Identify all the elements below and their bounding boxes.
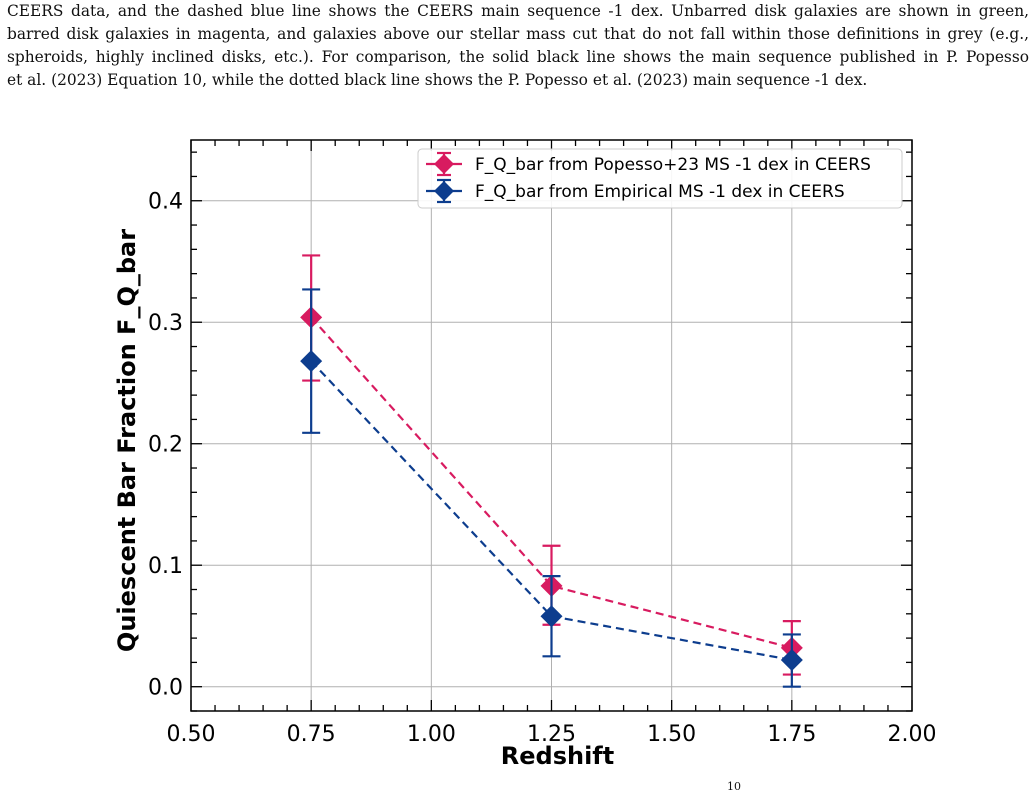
x-tick-label: 2.00 bbox=[888, 722, 937, 747]
data-point-diamond bbox=[780, 648, 803, 671]
y-tick-label: 0.3 bbox=[148, 311, 183, 336]
x-tick-label: 1.00 bbox=[407, 722, 456, 747]
caption-line-3: spheroids, highly inclined disks, etc.).… bbox=[7, 48, 1029, 66]
legend-label: F_Q_bar from Popesso+23 MS -1 dex in CEE… bbox=[475, 155, 871, 175]
legend-marker bbox=[434, 181, 454, 201]
caption-line-4: et al. (2023) Equation 10, while the dot… bbox=[7, 71, 868, 89]
y-tick-label: 0.4 bbox=[148, 190, 183, 215]
x-tick-label: 1.75 bbox=[767, 722, 816, 747]
figure-caption: CEERS data, and the dashed blue line sho… bbox=[7, 0, 1029, 92]
x-axis-label: Redshift bbox=[501, 742, 614, 770]
y-tick-label: 0.2 bbox=[148, 433, 183, 458]
y-tick-label: 0.1 bbox=[148, 554, 183, 579]
data-point-diamond bbox=[300, 350, 323, 373]
y-tick-label: 0.0 bbox=[148, 676, 183, 701]
series-line bbox=[310, 316, 793, 649]
series-2 bbox=[300, 288, 803, 688]
axis-ticks bbox=[190, 140, 913, 712]
y-axis-label: Quiescent Bar Fraction F_Q_bar bbox=[113, 229, 141, 652]
x-tick-label: 1.25 bbox=[527, 722, 576, 747]
legend: F_Q_bar from Popesso+23 MS -1 dex in CEE… bbox=[417, 148, 903, 209]
legend-entry: F_Q_bar from Empirical MS -1 dex in CEER… bbox=[426, 178, 845, 204]
legend-marker bbox=[434, 154, 454, 174]
x-tick-label: 0.75 bbox=[287, 722, 336, 747]
data-point-diamond bbox=[540, 605, 563, 628]
x-tick-label: 1.50 bbox=[647, 722, 696, 747]
legend-entry: F_Q_bar from Popesso+23 MS -1 dex in CEE… bbox=[426, 151, 871, 177]
legend-box bbox=[417, 148, 903, 209]
caption-line-1: CEERS data, and the dashed blue line sho… bbox=[7, 2, 1029, 20]
page-fragment-text: 10 bbox=[727, 780, 741, 793]
legend-label: F_Q_bar from Empirical MS -1 dex in CEER… bbox=[475, 182, 845, 202]
caption-line-2: barred disk galaxies in magenta, and gal… bbox=[7, 25, 1029, 43]
series-line bbox=[310, 360, 793, 662]
plot-frame bbox=[190, 139, 913, 712]
x-tick-label: 0.50 bbox=[167, 722, 216, 747]
